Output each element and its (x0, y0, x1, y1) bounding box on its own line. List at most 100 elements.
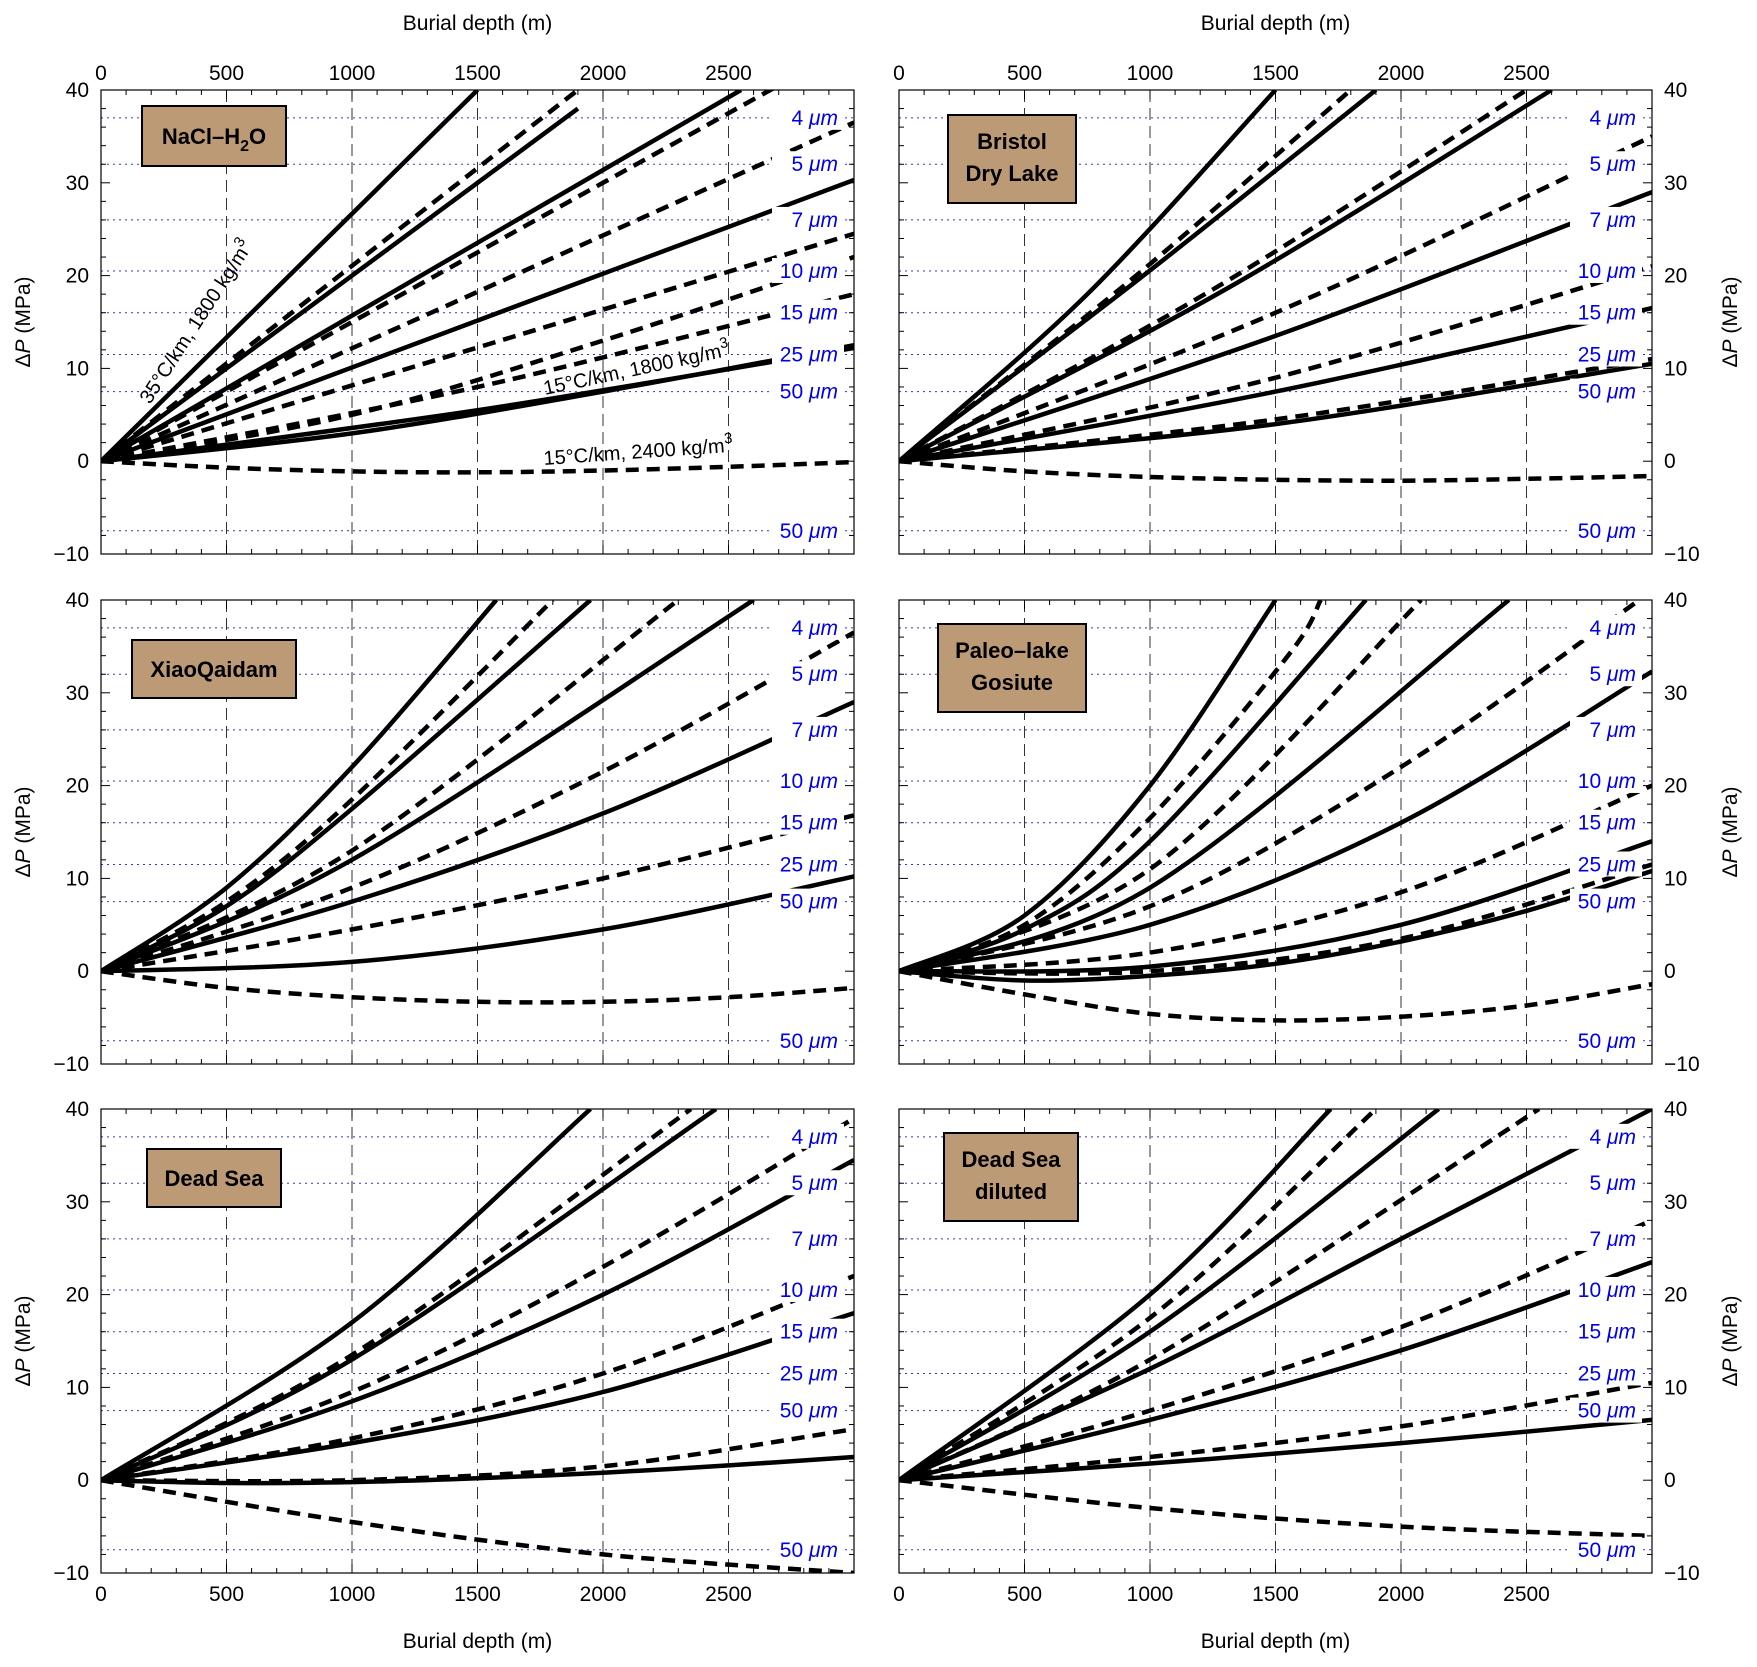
x-tick-label: 1000 (329, 62, 376, 85)
y-tick-label: −10 (53, 543, 89, 566)
size-label-bg (1570, 1397, 1642, 1423)
curve-annotation-1: 15°C/km, 1800 kg/m3 (540, 334, 731, 400)
size-label: 7 μm (1589, 1228, 1636, 1251)
size-label: 5 μm (1589, 153, 1636, 176)
series-line-5 (899, 1218, 1652, 1483)
bottom-axis-label-left: Burial depth (m) (403, 1630, 552, 1653)
panel-label-line: Dead Sea (961, 1147, 1061, 1172)
size-label: 50 μm (1578, 891, 1636, 914)
size-label-bg (772, 1397, 844, 1423)
size-label-bg (772, 299, 844, 325)
annotation-superscript: 3 (723, 430, 733, 448)
panel-label-line: Paleo–lake (955, 638, 1069, 663)
y-axis-label-unit: (MPa) (1719, 786, 1742, 849)
series-line-11 (899, 968, 1652, 1023)
series-group (899, 1109, 1652, 1539)
size-label-bg (772, 257, 844, 283)
x-tick-label: 0 (95, 1583, 107, 1606)
size-label-bg (772, 888, 844, 914)
series-line-8 (899, 305, 1652, 464)
size-label: 50 μm (780, 1400, 838, 1423)
size-label-unit: μm (808, 1362, 838, 1385)
size-label-value: 10 (1578, 770, 1607, 793)
size-label-value: 4 (791, 617, 809, 640)
y-axis-label-delta: Δ (12, 353, 35, 367)
size-label-unit: μm (1606, 1362, 1636, 1385)
size-label: 4 μm (791, 107, 838, 130)
x-tick-label: 1500 (454, 1583, 501, 1606)
size-label-bg (1570, 257, 1642, 283)
series-line-5 (899, 134, 1652, 464)
y-tick-label: 20 (1664, 775, 1687, 798)
gridlines (101, 90, 854, 554)
size-label-bg (1570, 1027, 1642, 1053)
series-line-9 (899, 1477, 1652, 1539)
size-label-bg (772, 661, 844, 687)
panel-label-box-bg (141, 105, 287, 167)
size-label-unit: μm (1606, 107, 1636, 130)
size-label-bg (1570, 767, 1642, 793)
size-label-unit: μm (808, 770, 838, 793)
size-label-bg (772, 851, 844, 877)
size-label-unit: μm (1606, 719, 1636, 742)
size-label-bg (1570, 104, 1642, 130)
y-axis-label-delta: Δ (1719, 1372, 1742, 1386)
size-label-bg (1570, 888, 1642, 914)
size-label: 4 μm (791, 1126, 838, 1149)
series-line-2 (899, 90, 1378, 463)
series-line-3 (101, 1116, 854, 1483)
size-label-unit: μm (808, 1228, 838, 1251)
size-label-bg (772, 1360, 844, 1386)
y-axis-label-delta: Δ (12, 863, 35, 877)
x-tick-label: 2500 (1503, 62, 1550, 85)
series-line-0 (899, 90, 1278, 463)
size-label-unit: μm (808, 381, 838, 404)
annotation-text: 15°C/km, 2400 kg/m (543, 435, 725, 470)
series-line-4 (899, 90, 1553, 464)
x-tick-label: 2500 (705, 62, 752, 85)
y-tick-label: 0 (77, 450, 89, 473)
series-line-9 (101, 1477, 854, 1573)
panel-4: 0 500 1000 1500 2000 2500 −10 0 10 20 30 40 ΔP (MPa)… (12, 1098, 855, 1606)
x-tick-label: 1000 (329, 1583, 376, 1606)
size-label-value: 50 (780, 891, 809, 914)
size-label: 50 μm (780, 891, 838, 914)
size-label-unit: μm (808, 1321, 838, 1344)
size-label-unit: μm (1606, 1228, 1636, 1251)
panel-label-part: O (249, 124, 266, 149)
y-tick-label: 10 (1664, 867, 1687, 890)
panel-label: NaCl–H2O (162, 124, 266, 155)
series-line-9 (101, 968, 854, 1005)
series-line-0 (899, 1109, 1333, 1483)
size-label-value: 5 (1589, 1172, 1607, 1195)
series-line-7 (101, 231, 854, 464)
size-label: 4 μm (791, 617, 838, 640)
size-label: 7 μm (1589, 719, 1636, 742)
x-tick-label: 0 (893, 1583, 905, 1606)
x-tick-label: 2000 (1378, 62, 1425, 85)
size-label: 15 μm (780, 812, 838, 835)
size-label-unit: μm (1606, 812, 1636, 835)
panel-label-subscript: 2 (240, 138, 249, 155)
series-line-4 (101, 600, 755, 974)
size-label: 4 μm (1589, 617, 1636, 640)
y-axis-label: ΔP (MPa) (12, 786, 35, 877)
panel-label-line: Gosiute (971, 670, 1053, 695)
size-label: 7 μm (791, 209, 838, 232)
series-line-7 (899, 1380, 1652, 1483)
size-label-unit: μm (1606, 520, 1636, 543)
size-label: 15 μm (780, 1321, 838, 1344)
size-label-bg (1570, 206, 1642, 232)
x-tick-label: 500 (209, 62, 244, 85)
size-label-unit: μm (1606, 853, 1636, 876)
y-tick-label: 30 (66, 1191, 89, 1214)
y-tick-label: 10 (66, 357, 89, 380)
x-tick-label: 2000 (1378, 1583, 1425, 1606)
y-axis-label: ΔP (MPa) (12, 1295, 35, 1386)
size-label-value: 10 (1578, 1279, 1607, 1302)
x-tick-label: 2000 (580, 1583, 627, 1606)
y-tick-label: 0 (1664, 450, 1676, 473)
panel-label-box-bg (131, 639, 297, 699)
